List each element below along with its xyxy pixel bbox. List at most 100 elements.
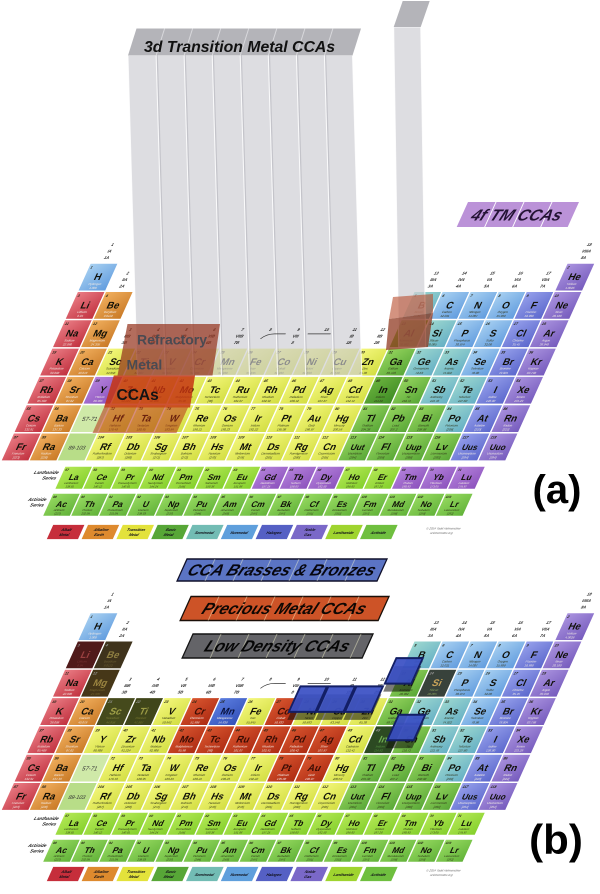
svg-text:Darmstadtium: Darmstadtium [260, 452, 281, 456]
svg-text:118: 118 [490, 785, 498, 789]
svg-text:Xenon: Xenon [515, 395, 526, 399]
svg-text:Potassium: Potassium [49, 716, 65, 720]
svg-text:Tb: Tb [291, 472, 305, 482]
svg-text:[98]: [98] [207, 749, 214, 753]
svg-text:Tl: Tl [364, 414, 377, 424]
svg-text:[268]: [268] [124, 805, 132, 809]
svg-text:Arsenic: Arsenic [443, 716, 455, 720]
svg-text:Thulium: Thulium [402, 481, 414, 485]
svg-text:144.24: 144.24 [149, 485, 160, 489]
svg-text:Neptunium: Neptunium [164, 854, 180, 858]
svg-text:79.904: 79.904 [498, 371, 509, 375]
svg-text:51: 51 [431, 379, 437, 383]
svg-text:[257]: [257] [362, 858, 370, 862]
svg-text:O: O [500, 650, 512, 660]
svg-text:Np: Np [166, 845, 181, 855]
svg-text:173.05: 173.05 [429, 485, 440, 489]
svg-text:[271]: [271] [152, 805, 160, 809]
svg-text:Seaborgium: Seaborgium [150, 801, 168, 805]
svg-text:64: 64 [261, 468, 266, 472]
svg-text:Cn: Cn [321, 792, 339, 802]
svg-text:83: 83 [418, 407, 425, 411]
svg-text:Fr: Fr [14, 792, 28, 802]
svg-text:69: 69 [401, 814, 406, 818]
svg-text:94: 94 [192, 841, 197, 845]
svg-text:111: 111 [293, 436, 300, 440]
svg-text:Ac: Ac [54, 845, 69, 855]
svg-text:70: 70 [429, 814, 434, 818]
svg-text:Rg: Rg [293, 442, 311, 452]
svg-text:Scandium: Scandium [105, 716, 120, 720]
svg-text:63: 63 [233, 468, 238, 472]
svg-text:Polonium: Polonium [445, 773, 460, 777]
svg-text:Transition: Transition [126, 869, 147, 874]
svg-text:Pm: Pm [178, 472, 195, 482]
svg-text:11: 11 [64, 672, 69, 676]
svg-text:[237]: [237] [166, 512, 174, 516]
svg-text:Ho: Ho [347, 472, 362, 482]
svg-text:W: W [167, 763, 181, 773]
svg-text:Pb: Pb [390, 763, 407, 773]
svg-text:17: 17 [545, 270, 552, 275]
svg-text:186.21: 186.21 [192, 428, 203, 432]
svg-text:126.90: 126.90 [485, 399, 496, 403]
svg-text:Bismuth: Bismuth [417, 423, 430, 427]
svg-text:58: 58 [92, 468, 97, 472]
svg-text:Calcium: Calcium [78, 716, 91, 720]
svg-text:Copernicium: Copernicium [317, 801, 336, 805]
svg-text:Ti: Ti [137, 707, 150, 717]
svg-text:59: 59 [120, 468, 125, 472]
svg-text:[209]: [209] [446, 777, 454, 781]
svg-text:Selenium: Selenium [470, 367, 485, 371]
svg-text:106: 106 [153, 785, 162, 789]
svg-text:Ne: Ne [553, 650, 570, 660]
svg-text:9: 9 [296, 327, 301, 332]
svg-text:61: 61 [177, 468, 182, 472]
svg-text:Pu: Pu [195, 499, 210, 509]
svg-text:66: 66 [317, 814, 322, 818]
svg-text:Semimetal: Semimetal [194, 530, 216, 535]
svg-text:18: 18 [586, 242, 593, 247]
svg-text:Erbium: Erbium [375, 827, 386, 831]
svg-text:10: 10 [554, 644, 561, 648]
svg-text:2A: 2A [117, 283, 125, 288]
svg-text:6: 6 [212, 677, 217, 682]
svg-text:1: 1 [110, 592, 115, 597]
svg-text:Tellurium: Tellurium [458, 395, 472, 399]
svg-text:Br: Br [500, 707, 515, 717]
svg-text:Zn: Zn [360, 357, 376, 367]
svg-text:[281]: [281] [265, 456, 273, 460]
svg-text:Hf: Hf [110, 763, 125, 773]
svg-text:Francium: Francium [11, 801, 26, 805]
svg-text:140.12: 140.12 [93, 485, 104, 489]
svg-text:Precious Metal CCAs: Precious Metal CCAs [199, 600, 370, 618]
svg-text:121.76: 121.76 [429, 399, 440, 403]
svg-text:192.22: 192.22 [248, 777, 259, 781]
svg-text:63: 63 [233, 814, 238, 818]
svg-text:101: 101 [389, 841, 396, 845]
svg-text:183.84: 183.84 [164, 777, 175, 781]
svg-text:Helium: Helium [566, 631, 577, 635]
svg-text:57-71: 57-71 [80, 766, 99, 773]
svg-text:Os: Os [221, 763, 239, 773]
svg-text:Gd: Gd [263, 472, 279, 482]
svg-text:At: At [475, 414, 490, 424]
svg-text:190.23: 190.23 [220, 777, 231, 781]
svg-text:Hassium: Hassium [208, 452, 222, 456]
svg-text:12: 12 [92, 322, 99, 326]
svg-text:6B: 6B [205, 690, 212, 695]
svg-text:Ra: Ra [41, 442, 58, 452]
svg-text:Actinide: Actinide [369, 872, 388, 877]
svg-text:76: 76 [222, 407, 229, 411]
svg-text:2: 2 [125, 270, 131, 275]
svg-text:30: 30 [360, 351, 367, 355]
svg-text:Beryllium: Beryllium [103, 310, 117, 314]
svg-text:Cm: Cm [249, 845, 267, 855]
svg-text:Mendelevium: Mendelevium [387, 854, 406, 858]
svg-text:68: 68 [373, 814, 378, 818]
svg-text:7: 7 [240, 327, 245, 332]
svg-text:3A: 3A [427, 283, 434, 288]
svg-text:Iodine: Iodine [488, 395, 498, 399]
svg-text:Uuo: Uuo [488, 792, 508, 802]
svg-text:58.933: 58.933 [274, 720, 285, 724]
